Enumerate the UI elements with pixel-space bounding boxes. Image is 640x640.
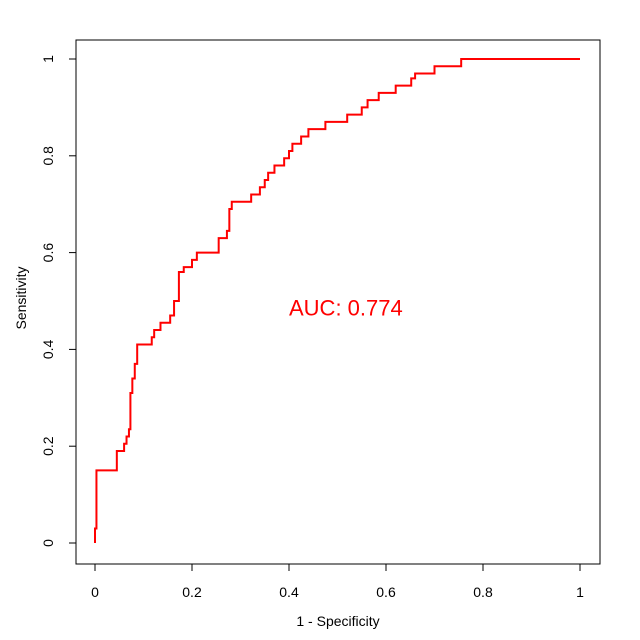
x-axis: 0 0.2 0.4 0.6 0.8 1 [91,563,584,600]
y-tick-label: 0.6 [40,243,56,263]
x-tick-label: 0.8 [473,584,493,600]
x-tick-label: 1 [576,584,584,600]
y-tick-label: 0.4 [40,339,56,359]
y-tick-label: 0 [40,539,56,547]
y-axis: 0 0.2 0.4 0.6 0.8 1 [40,55,77,547]
x-tick-label: 0.4 [279,584,299,600]
x-axis-title: 1 - Specificity [296,613,379,629]
series-layer [94,58,580,543]
y-axis-title: Sensitivity [13,266,29,329]
x-tick-label: 0.6 [376,584,396,600]
y-tick-label: 0.8 [40,146,56,166]
x-tick-label: 0 [91,584,99,600]
roc-curve-line [94,58,580,543]
auc-annotation: AUC: 0.774 [289,296,403,321]
y-tick-label: 1 [40,55,56,63]
x-tick-label: 0.2 [182,584,202,600]
y-tick-label: 0.2 [40,436,56,456]
